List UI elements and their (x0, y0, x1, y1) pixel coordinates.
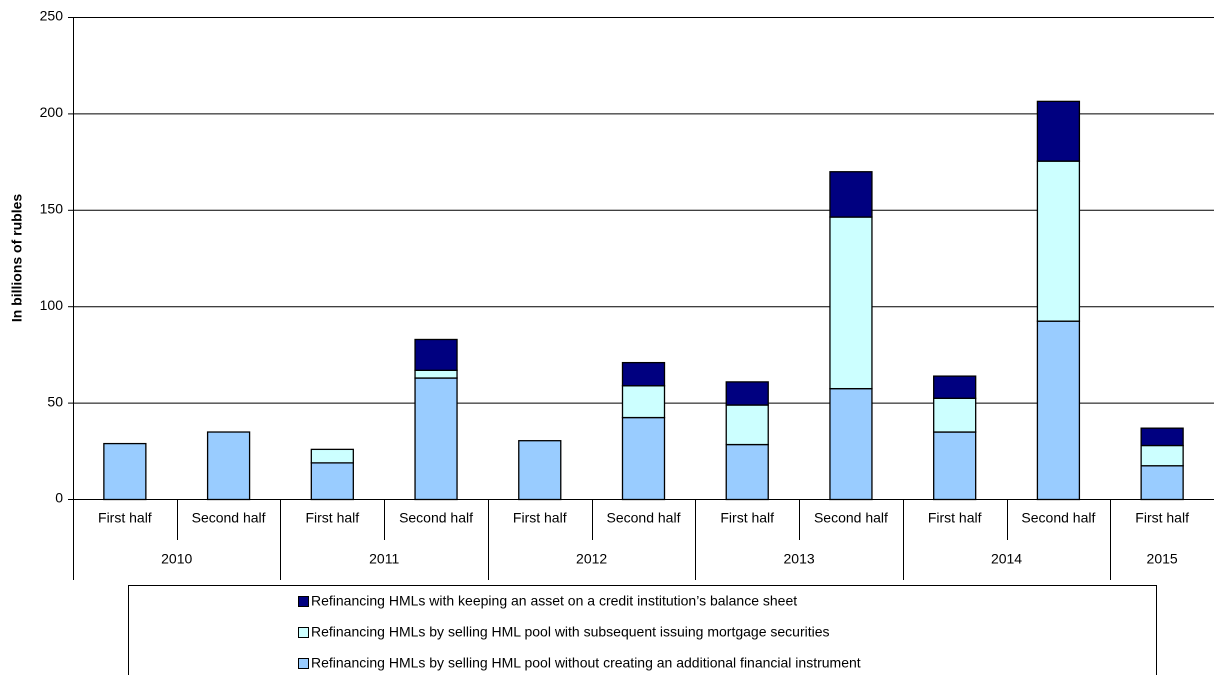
x-group-label: 2013 (784, 551, 815, 567)
y-tick-label: 200 (40, 104, 64, 120)
bar-segment (310, 448, 354, 464)
x-tick-label: First half (98, 510, 152, 526)
bar-segment (518, 440, 562, 501)
bar-segment (414, 338, 458, 371)
bar-segment (725, 381, 769, 406)
bar-segment (1140, 465, 1184, 501)
bar-segment (621, 385, 666, 419)
bar-segment (621, 361, 666, 387)
x-tick-label: First half (513, 510, 567, 526)
x-tick-label: First half (928, 510, 982, 526)
bar-segment (414, 377, 458, 501)
bar-segment (933, 375, 977, 399)
bar-segment (1140, 427, 1184, 447)
legend-swatch (298, 596, 309, 607)
bar-segment (414, 369, 458, 379)
x-group-label: 2015 (1147, 551, 1178, 567)
bar-segment (829, 387, 873, 501)
x-tick-label: Second half (607, 510, 681, 526)
bar-segment (206, 431, 251, 501)
x-group-label: 2011 (369, 551, 399, 567)
x-tick-label: Second half (1021, 510, 1095, 526)
legend-swatch (298, 658, 309, 669)
x-tick-label: First half (1135, 510, 1189, 526)
y-tick-label: 0 (55, 490, 63, 506)
x-tick-label: Second half (399, 510, 473, 526)
bar-segment (933, 431, 977, 501)
bar-segment (933, 397, 977, 433)
bar-segment (829, 171, 873, 218)
x-tick-label: Second half (814, 510, 888, 526)
bar-segment (1036, 320, 1081, 501)
legend-label: Refinancing HMLs with keeping an asset o… (311, 593, 797, 609)
bar-segment (1036, 100, 1081, 162)
y-tick-label: 100 (40, 297, 64, 313)
x-tick-label: Second half (192, 510, 266, 526)
bar-segment (1036, 160, 1081, 322)
bar-segment (103, 442, 147, 501)
x-group-label: 2014 (991, 551, 1022, 567)
legend-swatch (298, 627, 309, 638)
bar-segment (725, 443, 769, 501)
x-group-label: 2012 (576, 551, 607, 567)
y-tick-label: 150 (40, 201, 64, 217)
bar-segment (725, 404, 769, 446)
x-tick-label: First half (720, 510, 774, 526)
x-tick-label: First half (305, 510, 359, 526)
legend-label: Refinancing HMLs by selling HML pool wit… (311, 655, 861, 671)
x-group-label: 2010 (161, 551, 192, 567)
y-tick-label: 250 (40, 8, 64, 24)
bar-segment (829, 216, 873, 390)
bar-segment (310, 462, 354, 501)
bar-segment (1140, 444, 1184, 467)
legend-label: Refinancing HMLs by selling HML pool wit… (311, 624, 830, 640)
y-axis-label: In billions of rubles (9, 194, 25, 323)
bar-segment (621, 416, 666, 501)
y-tick-label: 50 (47, 393, 63, 409)
